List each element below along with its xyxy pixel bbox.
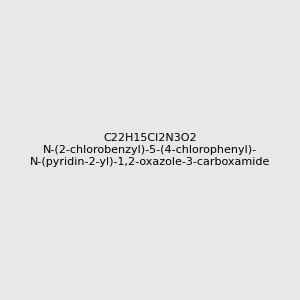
Text: C22H15Cl2N3O2
N-(2-chlorobenzyl)-5-(4-chlorophenyl)-
N-(pyridin-2-yl)-1,2-oxazol: C22H15Cl2N3O2 N-(2-chlorobenzyl)-5-(4-ch… (30, 134, 270, 166)
